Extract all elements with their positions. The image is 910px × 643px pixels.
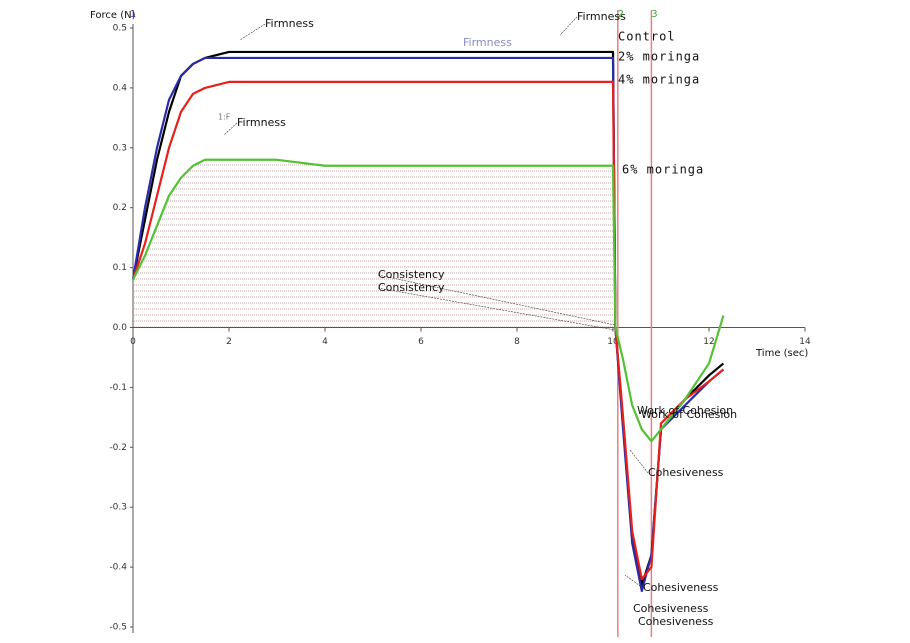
y-tick-label: 0.4 <box>113 83 128 93</box>
annotation-leader <box>377 274 616 326</box>
marker-label: 2 <box>618 9 624 20</box>
annotation: Cohesiveness <box>643 581 719 594</box>
x-tick-label: 10 <box>607 337 619 347</box>
series-line <box>131 80 725 581</box>
y-tick-label: -0.3 <box>109 503 127 513</box>
x-tick-label: 0 <box>130 337 136 347</box>
y-tick-label: -0.5 <box>109 623 127 633</box>
x-tick-label: 14 <box>799 337 811 347</box>
legend-label: 4% moringa <box>618 73 700 87</box>
hatched-area <box>133 159 613 328</box>
annotation: Firmness <box>237 116 286 129</box>
annotation: Work of Cohesion <box>641 408 737 421</box>
annotation-leader <box>377 287 616 331</box>
annotation: Consistency <box>378 268 445 281</box>
marker-label: 1 <box>130 9 136 20</box>
x-tick-label: 8 <box>514 337 520 347</box>
annotation: Cohesiveness <box>633 602 709 615</box>
y-tick-label: 0.1 <box>113 263 127 273</box>
series-line <box>132 158 725 443</box>
annotation: Consistency <box>378 281 445 294</box>
annotation: Firmness <box>463 36 512 49</box>
x-tick-label: 6 <box>418 337 424 347</box>
annotation-leader <box>629 449 649 474</box>
y-tick-label: 0.3 <box>113 143 127 153</box>
x-tick-label: 12 <box>703 337 714 347</box>
y-tick-label: -0.2 <box>109 443 127 453</box>
y-tick-label: -0.4 <box>109 563 127 573</box>
marker-label: 3 <box>651 9 657 20</box>
annotation: Firmness <box>577 10 626 23</box>
annotation-leader <box>239 23 266 41</box>
x-tick-label: 2 <box>226 337 232 347</box>
legend-label: 2% moringa <box>618 50 700 64</box>
x-axis-label: Time (sec) <box>755 348 808 359</box>
x-tick-label: 4 <box>322 337 328 347</box>
y-tick-label: 0.5 <box>113 24 127 34</box>
annotation-leader <box>559 16 578 36</box>
y-tick-label: 0.0 <box>113 323 128 333</box>
legend-label: Control <box>618 30 676 44</box>
y-tick-label: 0.2 <box>113 203 127 213</box>
annotation: Cohesiveness <box>638 615 714 628</box>
annotation: Work of Cohesion <box>637 404 733 417</box>
annotation-leader <box>624 574 644 589</box>
annotation-leader <box>223 122 238 136</box>
legend-label: 6% moringa <box>622 163 704 177</box>
y-axis-label: Force (N) <box>90 10 136 21</box>
y-tick-label: -0.1 <box>109 383 127 393</box>
annotation: Cohesiveness <box>648 466 724 479</box>
annotation: 1:F <box>218 113 231 122</box>
annotation: Firmness <box>265 17 314 30</box>
